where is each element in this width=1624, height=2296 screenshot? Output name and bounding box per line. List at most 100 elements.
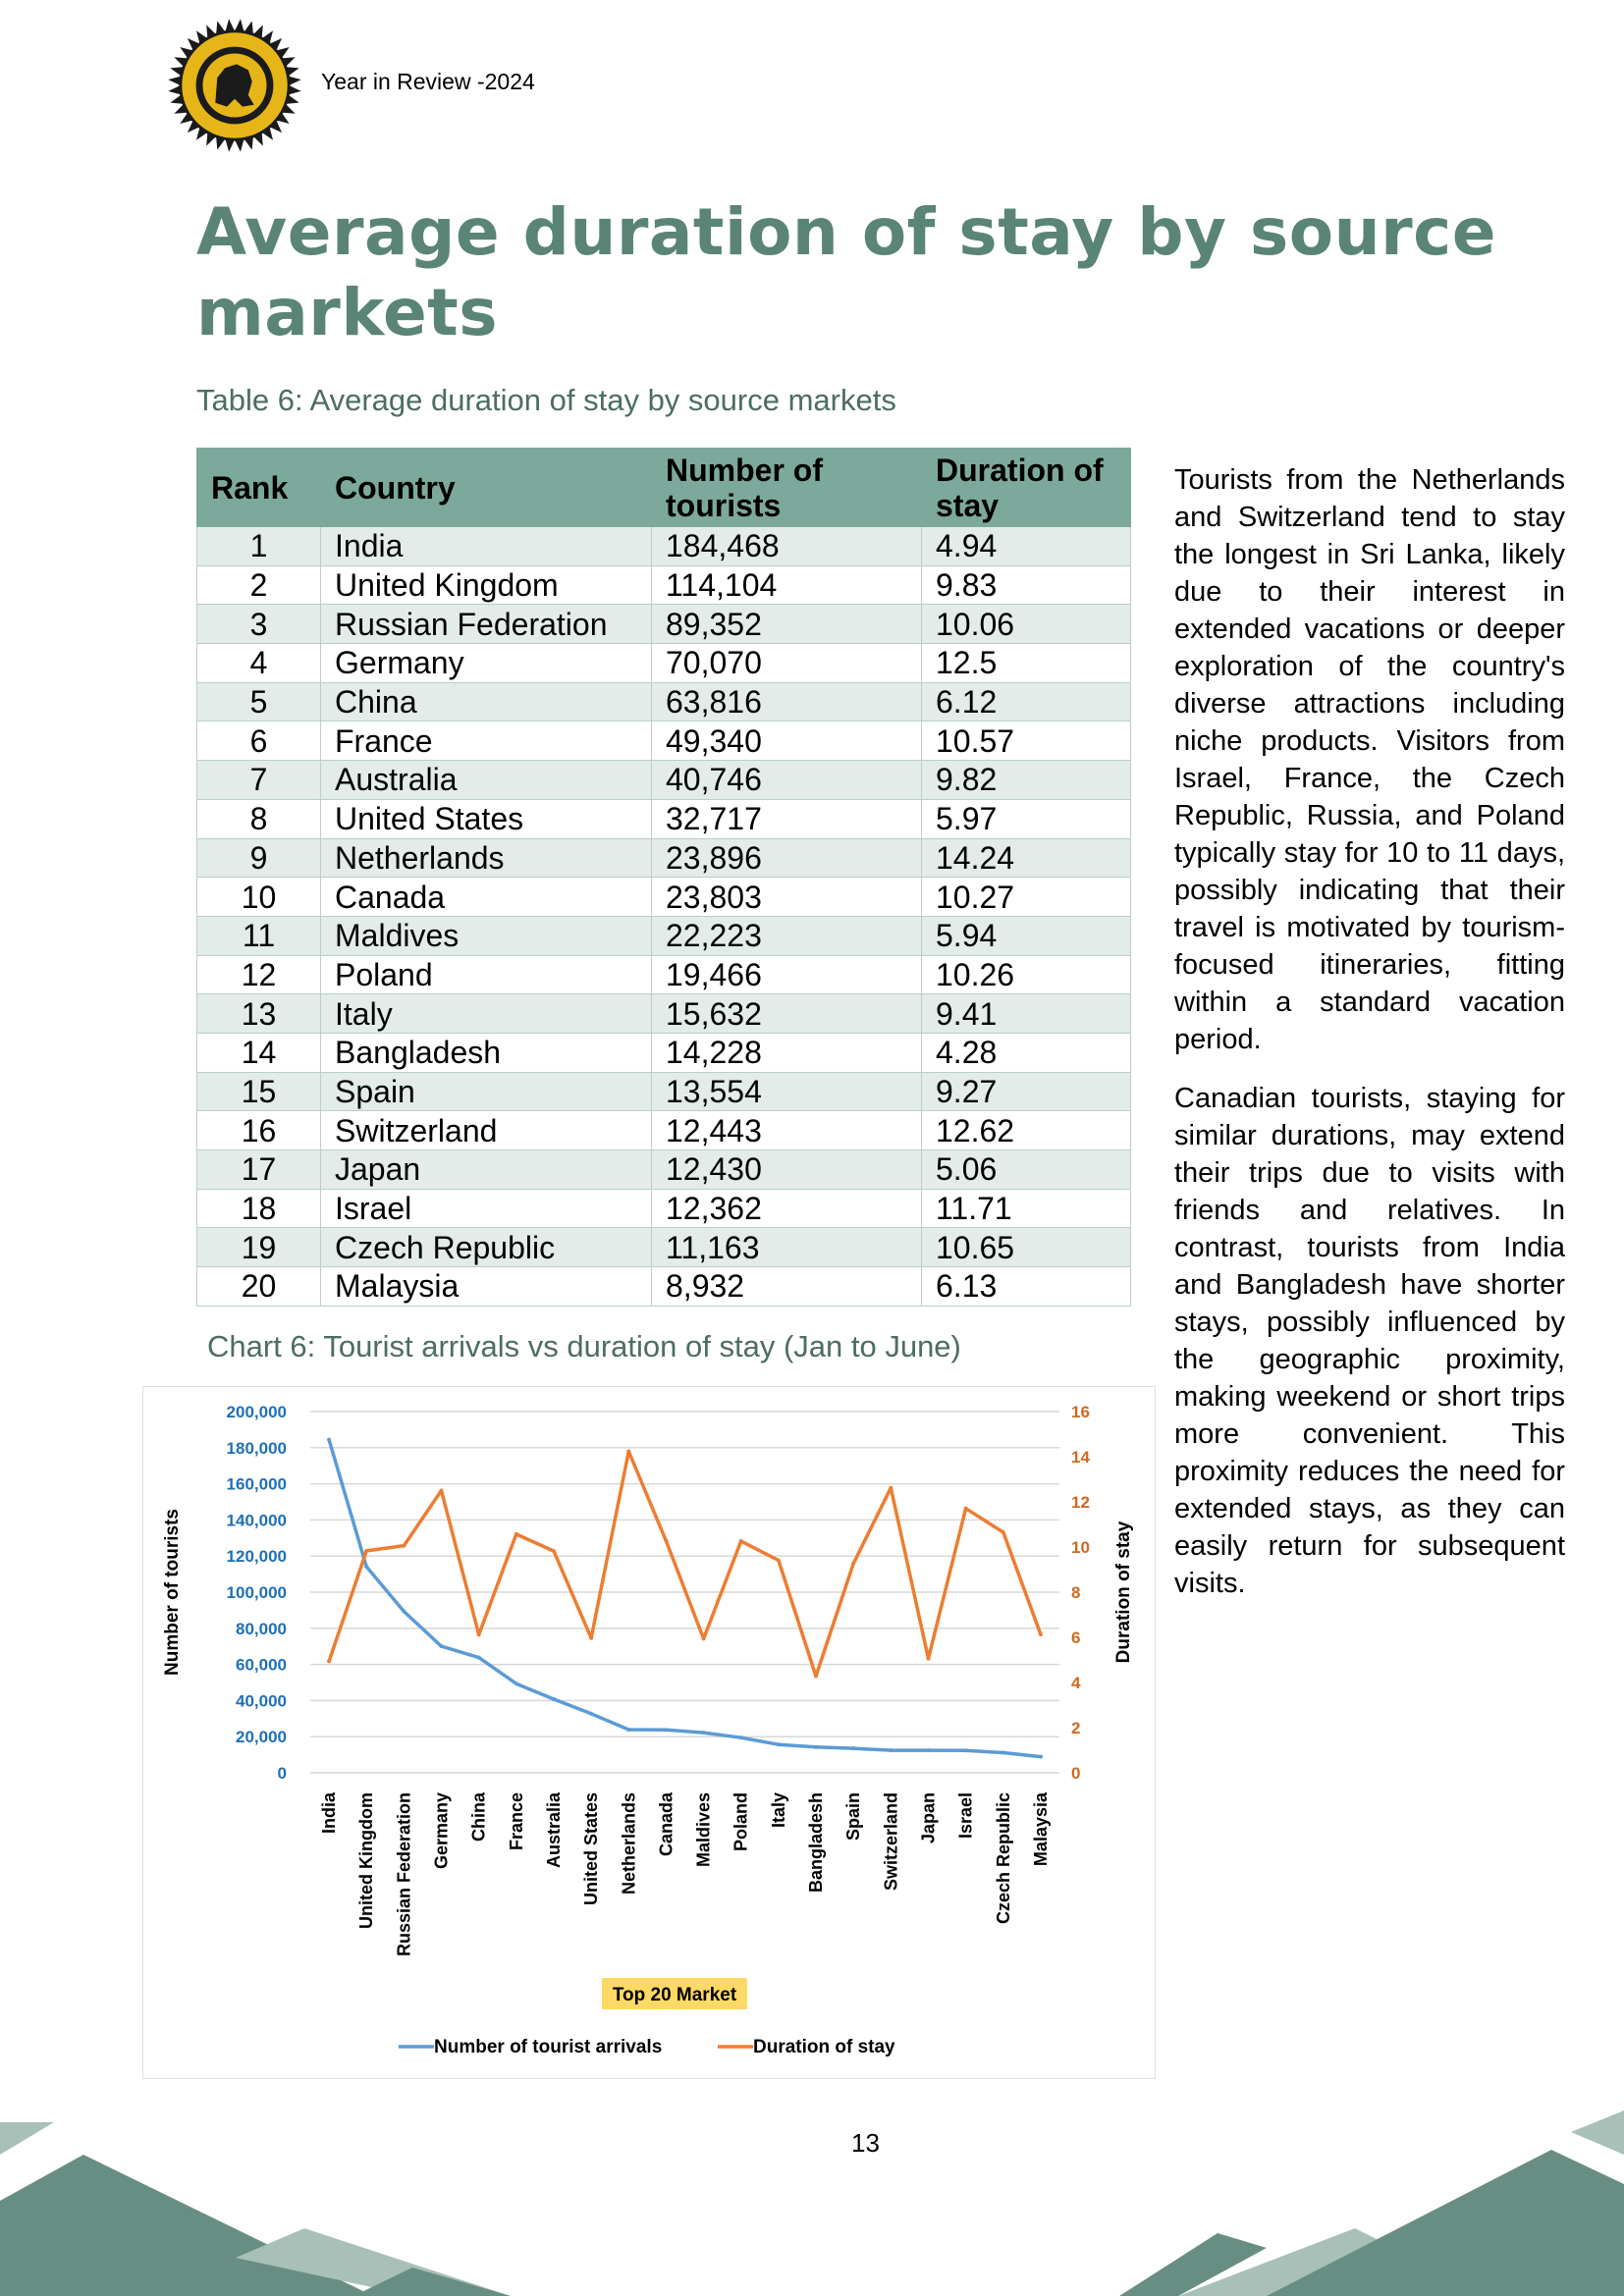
data-point [1038,1754,1043,1759]
arrivals-duration-chart: 0 20,000 40,000 60,000 80,000 100,000 120,000 1… [162,1403,1134,2057]
cell-country: India [320,526,652,566]
cell-country: Malaysia [320,1266,652,1307]
data-point [776,1742,781,1747]
cell-duration: 10.06 [921,604,1131,645]
x-axis-title: Top 20 Market [613,1985,737,2005]
table-row: 7 Australia 40,746 9.82 [196,760,1131,800]
cell-tourists: 19,466 [651,954,922,995]
table-row: 10 Canada 23,803 10.27 [196,877,1131,917]
cell-rank: 9 [196,837,321,879]
data-point [514,1531,518,1536]
cell-rank: 6 [196,721,321,762]
data-point [1001,1750,1005,1755]
x-tick-label: Germany [432,1792,452,1869]
cell-rank: 7 [196,760,321,800]
cell-tourists: 8,932 [651,1266,922,1307]
table-row: 14 Bangladesh 14,228 4.28 [196,1032,1131,1073]
cell-country: Russian Federation [320,604,652,645]
header-text: Year in Review -2024 [321,69,535,94]
cell-tourists: 49,340 [651,721,922,762]
cell-country: Spain [320,1071,652,1112]
duration-table: Rank Country Number of tourists Duration… [196,448,1131,1307]
data-point [476,1655,481,1660]
cell-duration: 9.83 [921,564,1131,606]
x-tick-label: China [469,1791,489,1842]
cell-tourists: 15,632 [651,993,922,1034]
cell-duration: 5.97 [921,798,1131,839]
x-tick-label: Switzerland [881,1792,900,1891]
data-point [402,1543,406,1548]
series-line [327,1439,1042,1759]
table-row: 2 United Kingdom 114,104 9.83 [196,564,1131,606]
cell-duration: 10.27 [921,877,1131,917]
data-point [701,1636,706,1641]
table-row: 4 Germany 70,070 12.5 [196,643,1131,683]
data-point [551,1549,556,1554]
header-country: Country [320,448,652,527]
cell-tourists: 184,468 [651,526,922,566]
cell-tourists: 70,070 [651,643,922,683]
cell-tourists: 12,430 [651,1149,922,1190]
x-tick-label: Russian Federation [394,1792,413,1956]
cell-duration: 6.13 [921,1266,1131,1307]
header-rank: Rank [196,448,321,527]
data-point [738,1735,743,1740]
x-tick-label: Australia [544,1791,564,1868]
cell-rank: 13 [196,993,321,1034]
x-tick-label: Czech Republic [994,1792,1013,1924]
cell-rank: 4 [196,643,321,683]
cell-duration: 12.62 [921,1110,1131,1150]
cell-tourists: 63,816 [651,681,922,722]
y-right-tick-label: 16 [1071,1403,1090,1421]
cell-rank: 2 [196,564,321,606]
data-point [664,1728,669,1733]
y-right-tick-label: 2 [1071,1719,1080,1737]
commentary-paragraph: Canadian tourists, staying for similar d… [1174,1083,1565,1599]
data-point [926,1656,931,1661]
cell-tourists: 13,554 [651,1071,922,1112]
data-point [926,1748,931,1753]
cell-tourists: 40,746 [651,760,922,800]
cell-tourists: 22,223 [651,915,922,956]
cell-duration: 9.82 [921,760,1131,800]
table-row: 3 Russian Federation 89,352 10.06 [196,604,1131,645]
cell-tourists: 14,228 [651,1032,922,1073]
chart-caption: Chart 6: Tourist arrivals vs duration of… [207,1329,961,1363]
cell-rank: 20 [196,1266,321,1307]
legend-label: Duration of stay [753,2037,895,2057]
data-point [551,1697,556,1702]
y-right-tick-label: 6 [1071,1629,1080,1647]
x-tick-label: Spain [843,1792,863,1841]
cell-rank: 10 [196,877,321,917]
cell-rank: 19 [196,1227,321,1268]
cell-tourists: 89,352 [651,604,922,645]
cell-country: United Kingdom [320,564,652,606]
cell-rank: 16 [196,1110,321,1150]
cell-duration: 9.27 [921,1071,1131,1112]
x-tick-label: Poland [731,1792,751,1851]
cell-country: Australia [320,760,652,800]
y-right-tick-label: 0 [1071,1764,1080,1783]
cell-tourists: 114,104 [651,564,922,606]
table-row: 5 China 63,816 6.12 [196,681,1131,722]
y-right-tick-label: 10 [1071,1538,1090,1557]
data-point [439,1488,444,1493]
table-caption: Table 6: Average duration of stay by sou… [196,383,896,417]
cell-tourists: 11,163 [651,1227,922,1268]
cell-duration: 11.71 [921,1188,1131,1229]
x-tick-label: Canada [656,1791,676,1856]
cell-tourists: 12,443 [651,1110,922,1150]
x-tick-label: Italy [769,1792,788,1828]
cell-country: France [320,721,652,762]
table-row: 12 Poland 19,466 10.26 [196,954,1131,995]
header-tourists: Number of tourists [651,448,922,527]
cell-rank: 15 [196,1071,321,1112]
cell-country: Bangladesh [320,1032,652,1073]
data-point [476,1632,481,1637]
page-number: 13 [851,2128,880,2158]
y-left-tick-label: 140,000 [227,1511,287,1529]
y-left-tick-label: 120,000 [227,1547,287,1566]
table-row: 19 Czech Republic 11,163 10.65 [196,1227,1131,1268]
table-row: 1 India 184,468 4.94 [196,526,1131,566]
data-point [701,1731,706,1735]
